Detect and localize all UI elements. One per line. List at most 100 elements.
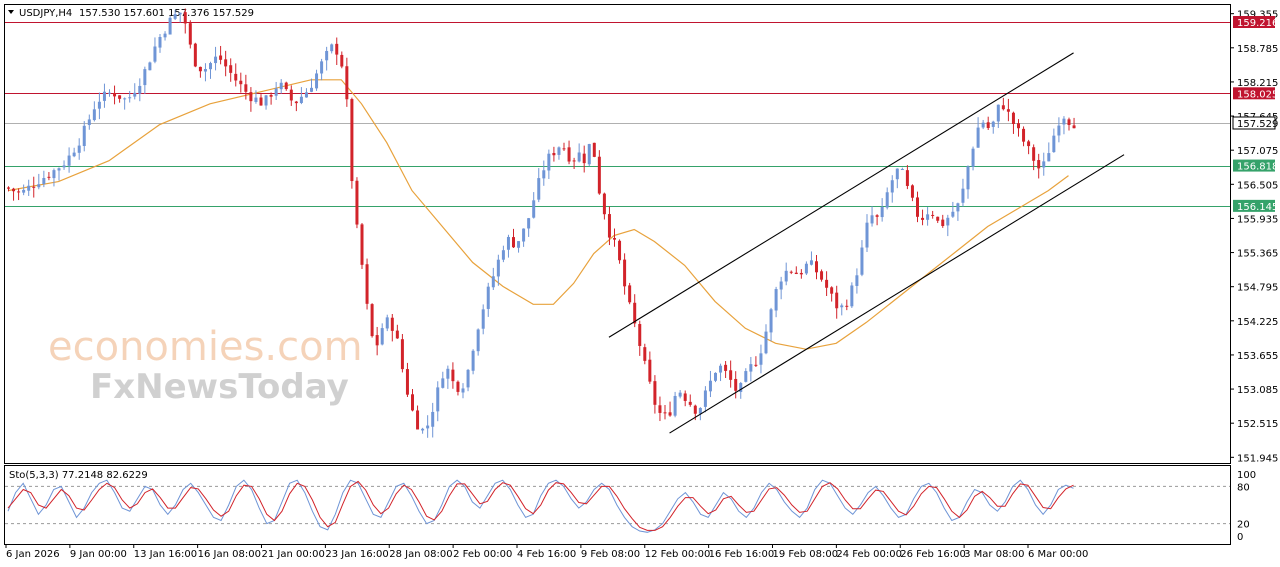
level-tag-158.025: 158.025 bbox=[1237, 89, 1278, 100]
candle-body bbox=[486, 286, 490, 309]
candle-body bbox=[946, 217, 950, 226]
candle-body bbox=[47, 176, 51, 178]
candle-body bbox=[643, 347, 647, 361]
candle-body bbox=[178, 12, 182, 15]
candle-body bbox=[118, 95, 122, 99]
candle-body bbox=[966, 166, 970, 190]
candle-body bbox=[436, 387, 440, 412]
candle-body bbox=[542, 170, 546, 179]
price-tick-label: 155.365 bbox=[1237, 249, 1278, 260]
candle-body bbox=[789, 271, 793, 273]
candle-body bbox=[850, 285, 854, 307]
candle-body bbox=[1072, 125, 1076, 129]
candle-body bbox=[294, 101, 298, 104]
candle-body bbox=[310, 87, 313, 92]
candle-body bbox=[517, 241, 521, 248]
symbol-label: USDJPY,H4 bbox=[19, 8, 72, 19]
candle-body bbox=[845, 305, 849, 307]
stoch-tick-label: 0 bbox=[1237, 532, 1243, 543]
candle-body bbox=[411, 394, 414, 411]
candle-body bbox=[441, 378, 445, 388]
candle-body bbox=[259, 97, 263, 106]
time-tick-label: 2 Feb 00:00 bbox=[453, 549, 512, 560]
candle-body bbox=[355, 180, 359, 225]
candle-body bbox=[734, 378, 738, 391]
candle-body bbox=[815, 261, 818, 273]
price-tick-label: 153.655 bbox=[1237, 351, 1278, 362]
candle-body bbox=[284, 82, 288, 90]
candle-body bbox=[921, 217, 925, 220]
candle-body bbox=[12, 188, 16, 192]
level-tag-bg bbox=[1233, 87, 1275, 100]
stochastic-panel[interactable] bbox=[4, 465, 1231, 545]
candle-body bbox=[719, 365, 723, 373]
candle-body bbox=[562, 148, 566, 150]
candle-body bbox=[956, 203, 960, 212]
candle-body bbox=[825, 279, 829, 288]
time-tick-label: 6 Jan 2026 bbox=[6, 549, 60, 560]
candle-body bbox=[804, 263, 808, 274]
candle-body bbox=[794, 272, 798, 275]
candle-body bbox=[97, 101, 101, 109]
watermark-fxnewstoday: FxNewsToday bbox=[90, 367, 349, 407]
candle-body bbox=[501, 250, 505, 260]
candle-body bbox=[380, 328, 384, 345]
candle-body bbox=[148, 62, 152, 71]
candle-body bbox=[527, 218, 531, 229]
candle-body bbox=[875, 215, 879, 217]
candle-body bbox=[1006, 109, 1010, 112]
candle-body bbox=[865, 222, 869, 248]
level-tag-156.818: 156.818 bbox=[1237, 162, 1278, 173]
candle-body bbox=[572, 160, 576, 162]
candle-body bbox=[708, 380, 712, 392]
candle-body bbox=[744, 371, 748, 382]
candle-body bbox=[279, 82, 283, 90]
candle-body bbox=[840, 305, 844, 308]
candle-body bbox=[183, 12, 187, 24]
stochastic-main-line bbox=[7, 479, 1074, 533]
moving-average-line bbox=[7, 79, 1069, 350]
candle-body bbox=[1037, 160, 1041, 169]
price-tick-label: 153.085 bbox=[1237, 385, 1278, 396]
candle-body bbox=[330, 44, 334, 52]
triangle-down-icon[interactable] bbox=[8, 10, 14, 14]
candle-body bbox=[835, 292, 839, 309]
candle-body bbox=[299, 96, 303, 103]
candle-body bbox=[395, 330, 399, 339]
candle-body bbox=[1001, 105, 1005, 110]
candle-body bbox=[769, 309, 773, 333]
candle-body bbox=[996, 104, 1000, 122]
candle-body bbox=[158, 36, 162, 48]
channel-line-lower[interactable] bbox=[669, 154, 1125, 434]
candle-body bbox=[764, 331, 768, 354]
price-tick-label: 156.505 bbox=[1237, 180, 1278, 191]
candle-body bbox=[961, 188, 965, 203]
candle-body bbox=[193, 43, 197, 67]
candle-body bbox=[203, 69, 207, 72]
candle-body bbox=[1067, 119, 1071, 126]
candle-body bbox=[759, 353, 763, 365]
candle-body bbox=[1057, 125, 1061, 136]
candle-body bbox=[830, 287, 834, 294]
candle-body bbox=[870, 215, 874, 224]
candle-body bbox=[249, 92, 253, 102]
candle-body bbox=[880, 206, 884, 218]
candle-body bbox=[926, 214, 930, 220]
candle-body bbox=[37, 184, 41, 188]
candle-body bbox=[613, 238, 616, 240]
price-tick-label: 157.075 bbox=[1237, 146, 1278, 157]
time-tick-label: 21 Jan 00:00 bbox=[262, 549, 325, 560]
candle-body bbox=[67, 155, 71, 166]
candle-body bbox=[466, 369, 470, 388]
candle-body bbox=[269, 94, 273, 97]
price-tick-label: 154.225 bbox=[1237, 317, 1278, 328]
candle-body bbox=[557, 147, 561, 155]
channel-line-upper[interactable] bbox=[608, 52, 1074, 338]
candle-body bbox=[416, 410, 420, 430]
candle-body bbox=[123, 98, 127, 100]
candle-body bbox=[885, 192, 889, 208]
candle-body bbox=[365, 264, 369, 304]
candle-body bbox=[102, 91, 106, 101]
candle-body bbox=[370, 304, 374, 337]
